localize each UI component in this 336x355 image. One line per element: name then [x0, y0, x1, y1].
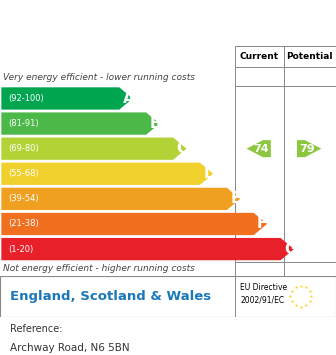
- Text: A: A: [123, 91, 134, 106]
- Text: F: F: [257, 217, 267, 231]
- Bar: [235, 262, 336, 276]
- Polygon shape: [1, 137, 186, 160]
- Text: (1-20): (1-20): [8, 245, 34, 253]
- Text: Reference:: Reference:: [10, 324, 62, 334]
- Polygon shape: [247, 140, 271, 157]
- Bar: [235, 67, 336, 86]
- Text: (55-68): (55-68): [8, 169, 39, 178]
- Text: (81-91): (81-91): [8, 119, 39, 128]
- Text: Not energy efficient - higher running costs: Not energy efficient - higher running co…: [3, 263, 195, 273]
- Text: E: E: [230, 191, 241, 206]
- Text: 79: 79: [299, 144, 314, 154]
- Bar: [235, 46, 336, 67]
- Text: Archway Road, N6 5BN: Archway Road, N6 5BN: [10, 344, 130, 354]
- Text: C: C: [176, 141, 187, 156]
- Text: England, Scotland & Wales: England, Scotland & Wales: [10, 290, 211, 303]
- Text: B: B: [150, 116, 161, 131]
- Polygon shape: [1, 113, 160, 135]
- Text: D: D: [203, 166, 216, 181]
- Text: 74: 74: [253, 144, 269, 154]
- Text: G: G: [284, 242, 296, 257]
- Text: Energy Efficiency Rating: Energy Efficiency Rating: [10, 14, 239, 32]
- Text: (21-38): (21-38): [8, 219, 39, 229]
- Polygon shape: [297, 140, 321, 157]
- Text: (39-54): (39-54): [8, 195, 39, 203]
- Polygon shape: [1, 87, 133, 110]
- Text: (69-80): (69-80): [8, 144, 39, 153]
- Polygon shape: [1, 163, 213, 185]
- Text: (92-100): (92-100): [8, 94, 44, 103]
- Text: Very energy efficient - lower running costs: Very energy efficient - lower running co…: [3, 73, 195, 82]
- Text: Potential: Potential: [286, 52, 332, 61]
- Polygon shape: [1, 238, 294, 260]
- Bar: [235, 86, 336, 262]
- Text: Current: Current: [239, 52, 278, 61]
- Polygon shape: [1, 188, 240, 210]
- Polygon shape: [1, 213, 267, 235]
- Text: EU Directive
2002/91/EC: EU Directive 2002/91/EC: [240, 283, 287, 305]
